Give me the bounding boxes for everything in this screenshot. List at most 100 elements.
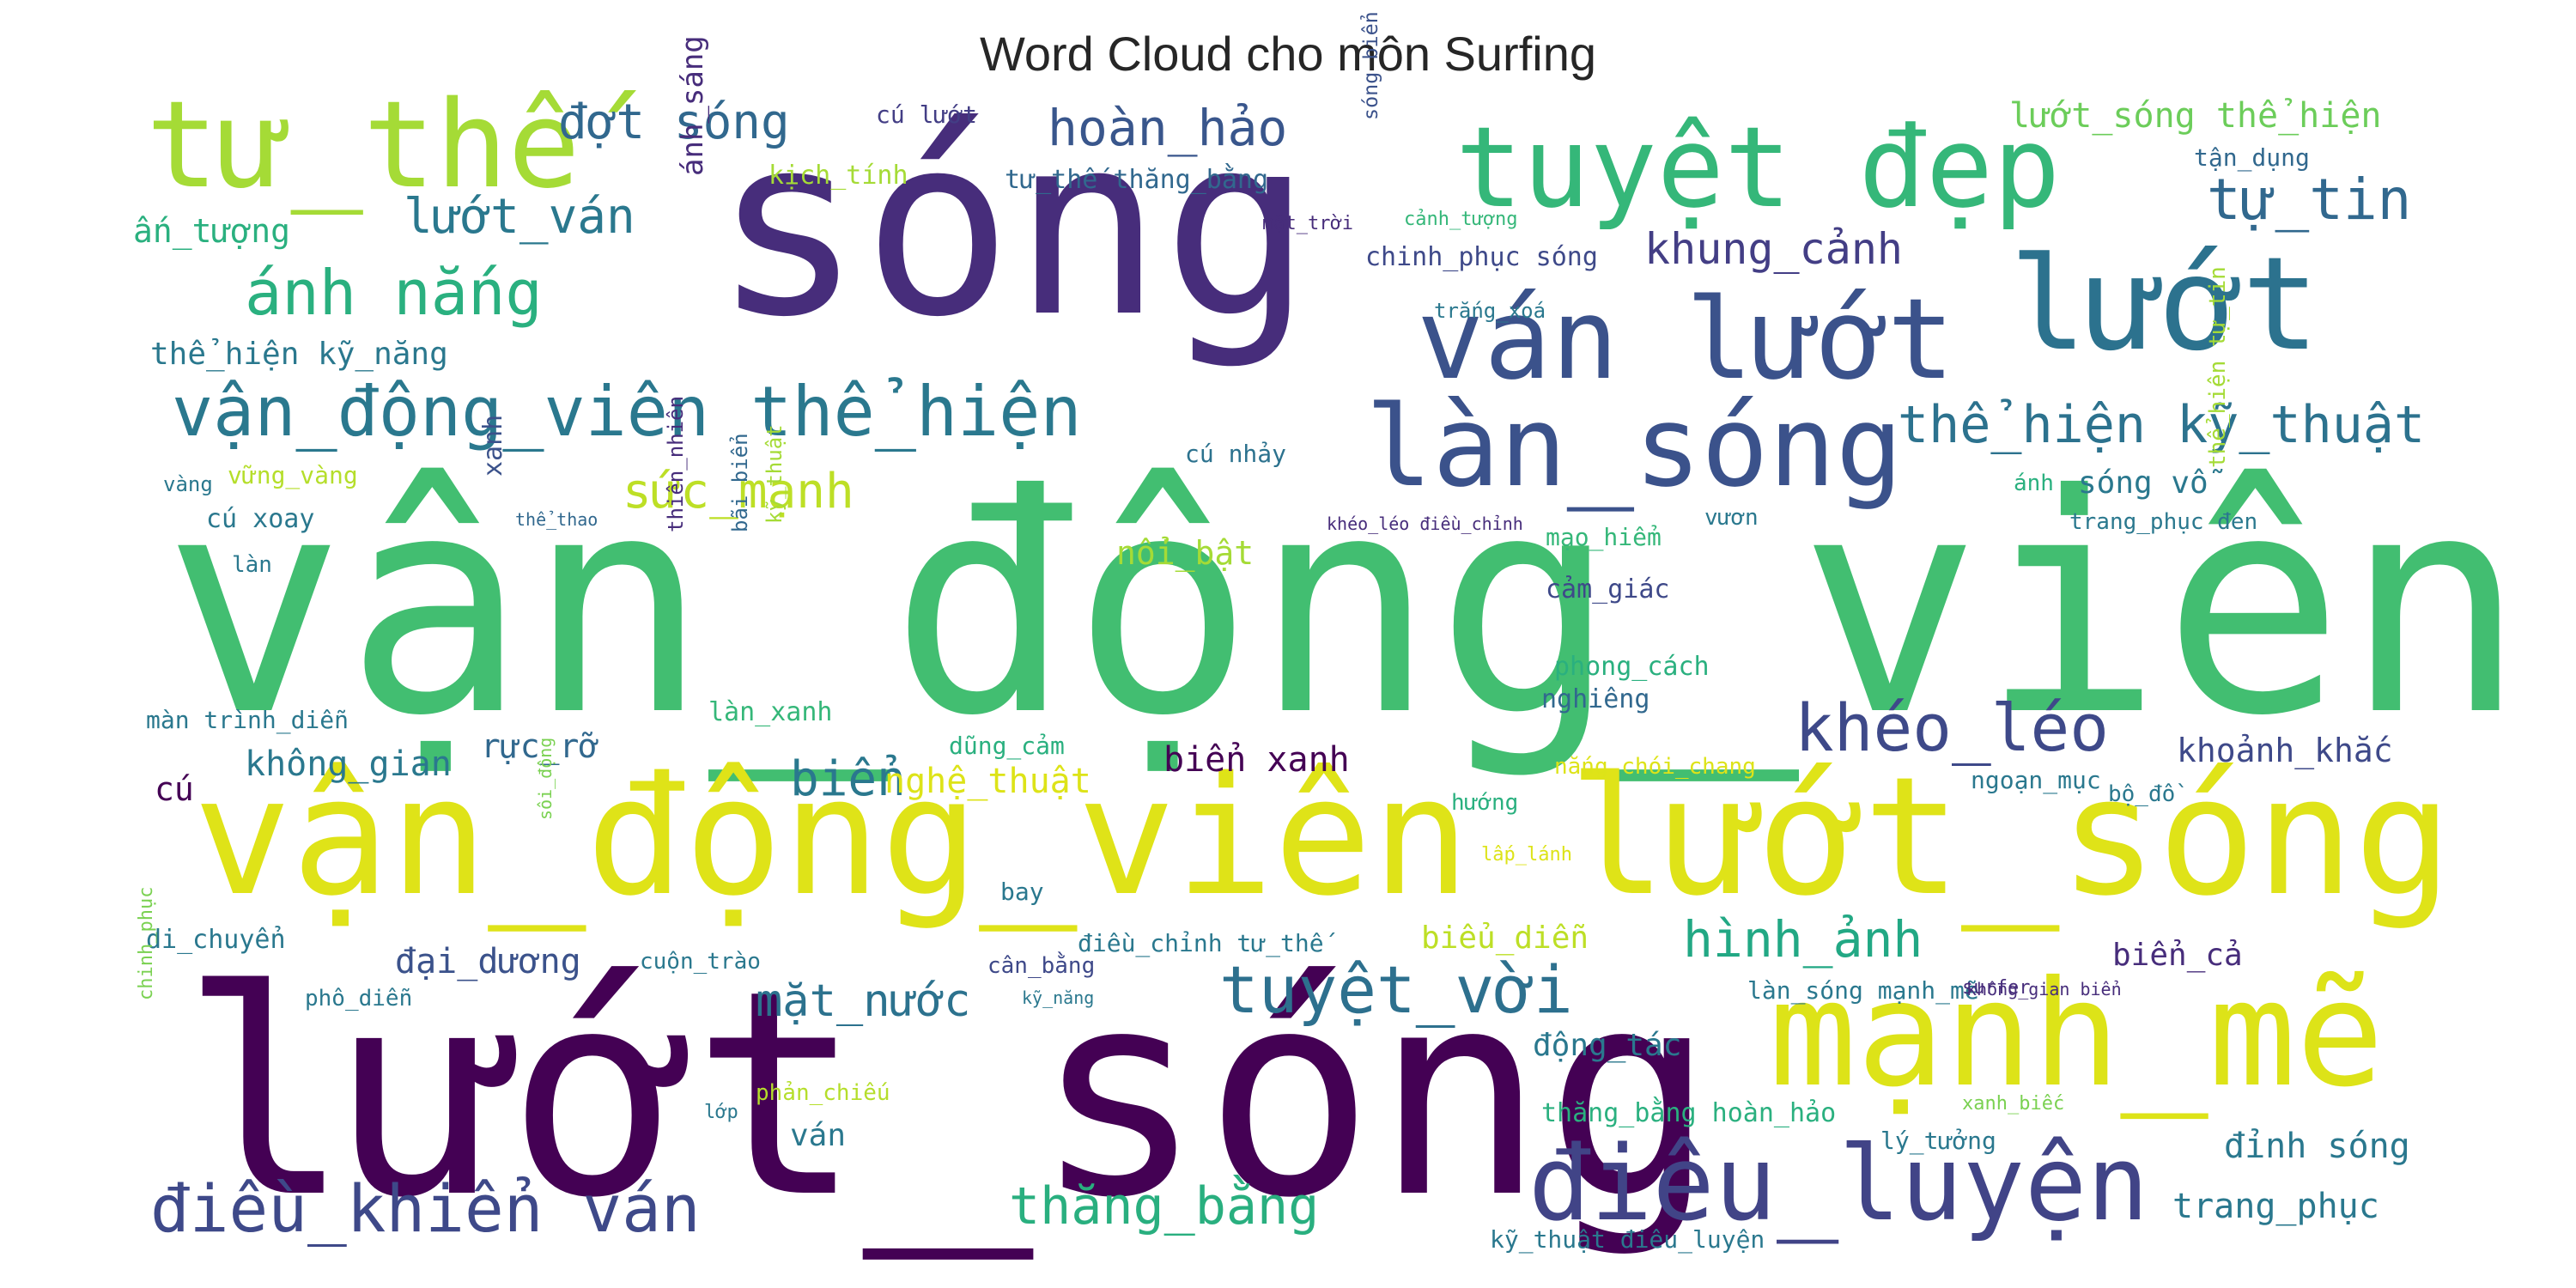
word-26: biển — [790, 751, 906, 807]
word-28: lướt_sóng thể_hiện — [2009, 96, 2382, 136]
word-96: khéo_léo điều_chỉnh — [1327, 513, 1523, 534]
word-69: nắng chói_chang — [1554, 754, 1756, 780]
word-33: đại_dương — [395, 942, 581, 981]
word-86: xanh_biếc — [1962, 1093, 2065, 1115]
word-73: điều_chỉnh tư_thế — [1078, 929, 1324, 957]
word-80: chinh_phục — [136, 886, 157, 1000]
word-70: hướng — [1451, 790, 1519, 816]
word-63: dũng_cảm — [949, 732, 1065, 760]
word-45: chinh_phục sóng — [1365, 242, 1598, 272]
word-57: vàng — [163, 472, 213, 496]
word-65: mạo_hiểm — [1546, 523, 1662, 551]
word-43: thể_hiện kỹ_năng — [150, 337, 448, 372]
word-99: mặt_trời — [1262, 213, 1353, 234]
word-34: trang_phục — [2172, 1187, 2379, 1226]
word-20: thăng_bằng — [1009, 1176, 1320, 1236]
word-30: biển xanh — [1163, 740, 1350, 780]
word-47: ván — [790, 1118, 847, 1153]
word-27: sóng biển — [1358, 11, 1382, 120]
word-74: cân_bằng — [987, 953, 1096, 979]
word-14: tuyệt_vời — [1219, 951, 1573, 1028]
word-84: kỹ_thuật điêu_luyện — [1490, 1225, 1765, 1254]
word-83: thăng_bằng hoàn_hảo — [1541, 1098, 1837, 1128]
word-12: điều_khiển ván — [150, 1170, 701, 1247]
word-31: không_gian — [245, 744, 452, 784]
word-58: cú xoay — [206, 504, 315, 534]
word-10: điêu_luyện — [1528, 1125, 2149, 1244]
word-46: cú — [155, 770, 194, 808]
word-85: lý_tưởng — [1880, 1127, 1996, 1155]
word-50: kịch_tính — [769, 161, 908, 191]
word-68: nghiêng — [1541, 684, 1650, 714]
word-66: cảm_giác — [1546, 574, 1670, 605]
word-54: bãi biển — [728, 433, 752, 532]
word-92: ánh — [2014, 471, 2054, 496]
word-98: cảnh_tượng — [1404, 209, 1518, 230]
word-7: lướt — [2009, 230, 2320, 380]
word-44: ánh_sáng — [676, 35, 710, 176]
word-95: thể_hiện tự_tin — [2205, 266, 2231, 468]
chart-title: Word Cloud cho môn Surfing — [980, 27, 1596, 81]
word-21: lướt_ván — [404, 189, 635, 245]
word-5: tư_thế — [146, 76, 580, 216]
word-22: đợt sóng — [558, 94, 790, 150]
word-53: thiên_nhiên — [664, 396, 688, 532]
word-36: động_tác — [1533, 1028, 1682, 1063]
word-32: nghệ_thuật — [884, 762, 1091, 801]
word-82: lớp — [704, 1102, 738, 1123]
word-37: biểu_diễn — [1421, 920, 1589, 956]
word-9: làn_sóng — [1365, 381, 1904, 512]
word-60: thể_thao — [515, 509, 598, 530]
word-24: sức_mạnh — [623, 464, 854, 519]
word-1: lướt_sóng — [180, 930, 1716, 1260]
word-51: cú lướt — [876, 100, 978, 129]
word-3: vận_động_viên lướt_sóng — [193, 742, 2452, 932]
word-6: tuyệt đẹp — [1455, 102, 2061, 233]
word-61: màn trình_diễn — [146, 706, 349, 734]
word-39: sóng vỗ — [2078, 465, 2208, 501]
word-17: hoàn_hảo — [1048, 99, 1288, 157]
word-71: lấp_lánh — [1481, 844, 1572, 866]
word-29: khoảnh_khắc — [2177, 732, 2393, 769]
word-52: tận_dụng — [2194, 143, 2310, 172]
word-18: thể_hiện kỹ_thuật — [1898, 395, 2426, 455]
word-78: phô_diễn — [305, 986, 413, 1012]
word-87: làn_sóng mạnh_mẽ — [1747, 976, 1979, 1005]
word-16: tự_tin — [2207, 167, 2412, 233]
word-64: cú nhảy — [1185, 440, 1287, 468]
word-89: surfer — [1962, 977, 2031, 999]
word-35: đỉnh sóng — [2224, 1127, 2410, 1166]
word-0: vận_động_viên — [163, 430, 2526, 781]
word-15: ánh nắng — [245, 257, 543, 329]
word-62: làn_xanh — [708, 697, 833, 727]
word-93: vươn — [1704, 505, 1759, 531]
word-67: phong_cách — [1554, 652, 1710, 682]
word-2: sóng — [713, 82, 1313, 372]
word-42: ấn_tượng — [133, 212, 291, 250]
word-48: xanh — [478, 414, 508, 477]
word-56: vững_vàng — [228, 461, 358, 489]
word-91: bộ_đồ — [2108, 781, 2176, 807]
word-13: khéo_léo — [1795, 690, 2110, 766]
word-4: mạnh_mẽ — [1769, 950, 2385, 1120]
word-55: kỹ_thuật — [762, 424, 787, 524]
word-72: bay — [1000, 878, 1044, 906]
word-94: trang_phục đen — [2069, 509, 2258, 535]
word-81: phản_chiếu — [756, 1080, 890, 1106]
word-97: trắng_xoá — [1434, 299, 1546, 323]
word-79: sôi_động — [535, 737, 556, 820]
word-40: nổi_bật — [1116, 534, 1255, 572]
word-11: vận_động_viên thể_hiện — [172, 372, 1082, 452]
word-8: ván lướt — [1417, 274, 1955, 404]
word-38: biển_cả — [2112, 938, 2243, 973]
word-19: hình_ảnh — [1683, 910, 1923, 969]
word-59: làn — [232, 552, 272, 578]
word-88: không_gian biển — [1966, 979, 2122, 999]
word-77: di_chuyển — [146, 925, 286, 955]
word-76: cuộn_trào — [640, 949, 761, 975]
word-49: tư_thế thăng_bằng — [1005, 165, 1269, 195]
word-25: mặt_nước — [756, 975, 971, 1027]
word-23: khung_cảnh — [1644, 224, 1904, 274]
